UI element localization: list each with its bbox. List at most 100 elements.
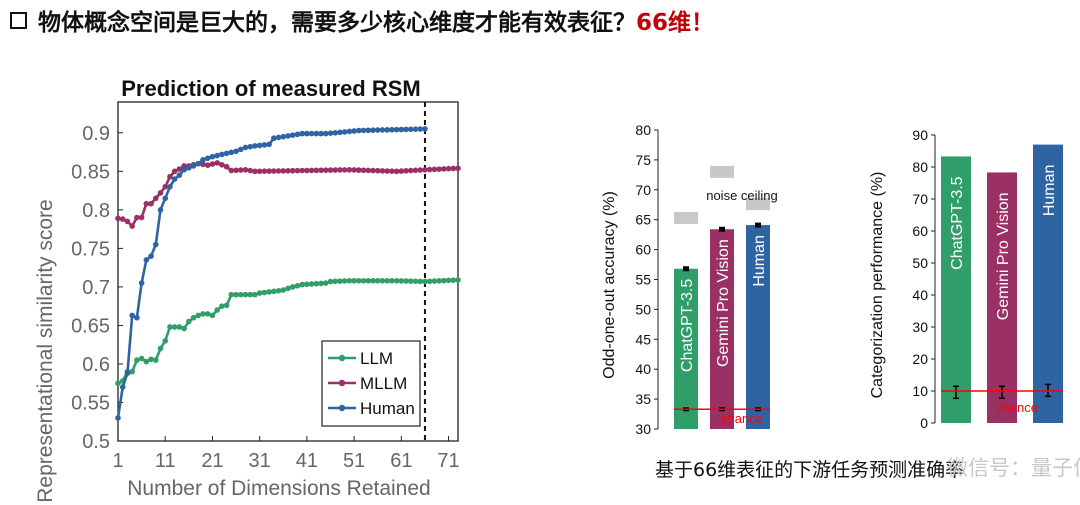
data-point-mllm: [360, 167, 367, 174]
data-point-llm: [247, 291, 254, 298]
data-point-mllm: [393, 168, 400, 175]
data-point-mllm: [167, 173, 173, 180]
y-tick-label: 50: [912, 255, 928, 271]
data-point-llm: [360, 277, 367, 284]
data-point-mllm: [294, 167, 301, 174]
data-point-human: [171, 176, 178, 182]
data-point-human: [138, 280, 145, 286]
data-point-human: [176, 172, 183, 178]
data-point-human: [379, 127, 386, 133]
data-point-human: [167, 183, 173, 190]
data-point-llm: [436, 278, 442, 284]
bar-gemini-pro-vision: [987, 172, 1017, 423]
plot-frame: [117, 101, 459, 442]
data-point-human: [393, 126, 400, 133]
y-tick-label: 0: [920, 415, 928, 431]
categorization-chart: Categorization performance (%) 0 10 20 30 40…: [869, 127, 1063, 431]
data-point-llm: [167, 324, 173, 330]
y-tick-label: 70: [635, 182, 651, 198]
headline: 物体概念空间是巨大的，需要多少核心维度才能有效表征？ 66维！: [10, 4, 714, 36]
data-point-human: [351, 128, 357, 134]
data-point-llm: [228, 291, 235, 298]
categorization-bars: ChatGPT-3.5 Gemini Pro Vision Human: [941, 144, 1063, 423]
data-point-human: [304, 130, 310, 137]
odd-one-out-bars: ChatGPT-3.5 Gemini Pro Vision Human: [674, 165, 770, 429]
data-point-mllm: [148, 200, 154, 207]
y-tick-label: 70: [912, 191, 928, 207]
data-point-llm: [219, 303, 225, 309]
data-point-human: [219, 151, 225, 158]
data-point-llm: [313, 280, 320, 287]
data-point-mllm: [398, 168, 405, 174]
data-point-mllm: [152, 195, 159, 202]
data-point-llm: [152, 357, 159, 363]
data-point-human: [322, 130, 329, 137]
data-point-human: [233, 148, 239, 155]
data-point-human: [152, 241, 159, 248]
data-point-llm: [407, 278, 414, 284]
data-point-mllm: [289, 167, 296, 174]
data-point-human: [214, 152, 220, 159]
data-point-human: [148, 253, 154, 259]
data-point-human: [162, 195, 169, 202]
odd-one-out-ylabel: Odd-one-out accuracy (%): [601, 191, 618, 379]
x-tick-label: 61: [390, 450, 412, 472]
data-point-mllm: [242, 167, 249, 173]
data-point-llm: [346, 277, 353, 284]
data-point-mllm: [143, 200, 150, 207]
watermark: 微信号：量子位: [947, 456, 1080, 480]
line-chart-ylabel: Representational similarity score: [34, 199, 57, 502]
data-point-llm: [417, 278, 424, 285]
y-tick-label: 35: [635, 391, 651, 407]
data-point-human: [417, 126, 424, 132]
data-point-human: [332, 130, 339, 136]
line-chart-series: [115, 126, 461, 421]
data-point-llm: [308, 281, 315, 287]
data-point-mllm: [181, 163, 187, 169]
line-chart: Prediction of measured RSM Representatio…: [34, 76, 461, 503]
data-point-llm: [143, 358, 150, 365]
y-tick-label: 40: [635, 361, 651, 377]
data-point-human: [275, 134, 282, 141]
data-point-mllm: [356, 167, 362, 173]
data-point-human: [289, 132, 296, 138]
data-point-human: [129, 312, 135, 319]
data-point-mllm: [407, 167, 414, 174]
line-chart-axes: 0.50.550.60.650.70.750.80.850.91 11 21 31 41…: [71, 101, 460, 472]
data-point-mllm: [422, 167, 428, 173]
data-point-llm: [431, 278, 438, 284]
data-point-human: [294, 131, 301, 138]
data-point-mllm: [351, 167, 357, 173]
data-point-mllm: [204, 162, 211, 168]
data-point-mllm: [129, 223, 135, 229]
data-point-human: [280, 133, 287, 140]
data-point-human: [374, 127, 381, 133]
data-point-human: [346, 128, 353, 135]
chance-label-2: chance: [996, 400, 1038, 415]
data-point-human: [403, 126, 409, 133]
x-tick-label: 21: [201, 450, 223, 472]
data-point-human: [256, 142, 263, 149]
data-point-llm: [275, 287, 282, 294]
y-tick-label: 65: [635, 212, 651, 228]
data-point-llm: [148, 356, 154, 363]
data-point-human: [365, 127, 372, 134]
data-point-mllm: [256, 168, 263, 175]
data-point-mllm: [436, 166, 442, 172]
data-point-human: [308, 130, 315, 137]
data-point-mllm: [318, 167, 324, 174]
y-tick-label: 60: [635, 242, 651, 258]
data-point-llm: [422, 278, 428, 285]
data-point-human: [242, 144, 249, 151]
data-point-llm: [445, 277, 452, 284]
data-point-llm: [256, 290, 263, 296]
bar-human: [1033, 144, 1063, 423]
data-point-human: [247, 143, 254, 150]
y-tick-label: 0.65: [71, 315, 110, 337]
bar-label: ChatGPT-3.5: [949, 176, 966, 269]
data-point-llm: [351, 277, 357, 284]
data-point-llm: [327, 278, 334, 285]
data-point-llm: [455, 277, 461, 283]
y-tick-label: 55: [635, 272, 651, 288]
data-point-llm: [237, 291, 244, 298]
